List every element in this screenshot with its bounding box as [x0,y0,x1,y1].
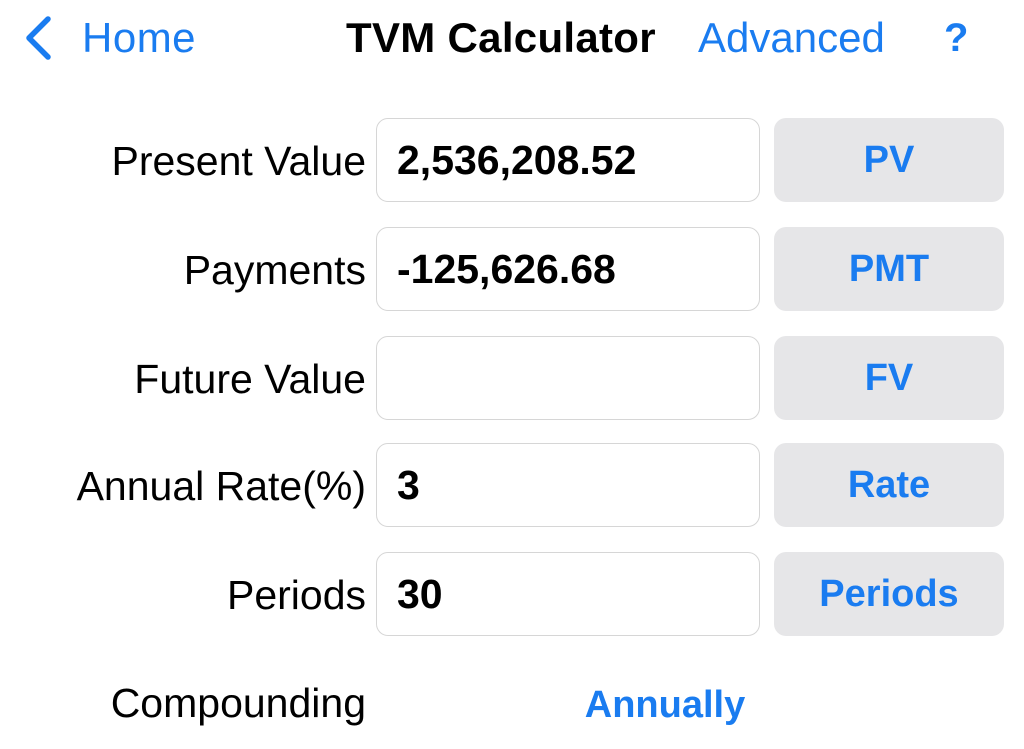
row-payments: Payments -125,626.68 PMT [0,227,1024,313]
payments-label: Payments [183,247,366,293]
row-periods: Periods 30 Periods [0,552,1024,638]
present-value-label: Present Value [111,138,366,184]
row-present-value: Present Value 2,536,208.52 PV [0,118,1024,204]
help-button[interactable]: ? [944,16,969,60]
periods-button[interactable]: Periods [774,552,1004,636]
periods-input[interactable]: 30 [376,552,760,636]
annual-rate-label: Annual Rate(%) [76,463,366,509]
pv-button[interactable]: PV [774,118,1004,202]
future-value-label: Future Value [134,356,366,402]
payments-input[interactable]: -125,626.68 [376,227,760,311]
future-value-input[interactable] [376,336,760,420]
navigation-bar: Home TVM Calculator Advanced ? [0,0,1024,80]
fv-button[interactable]: FV [774,336,1004,420]
annual-rate-input[interactable]: 3 [376,443,760,527]
back-button[interactable]: Home [22,8,196,68]
advanced-button[interactable]: Advanced [698,14,885,61]
compounding-label: Compounding [110,680,366,726]
pmt-button[interactable]: PMT [774,227,1004,311]
compounding-selector[interactable]: Annually [584,684,746,726]
row-future-value: Future Value FV [0,336,1024,422]
row-annual-rate: Annual Rate(%) 3 Rate [0,443,1024,529]
present-value-input[interactable]: 2,536,208.52 [376,118,760,202]
rate-button[interactable]: Rate [774,443,1004,527]
periods-label: Periods [226,572,366,618]
chevron-left-icon [26,16,51,60]
page-title: TVM Calculator [346,14,656,61]
back-label: Home [82,14,197,61]
